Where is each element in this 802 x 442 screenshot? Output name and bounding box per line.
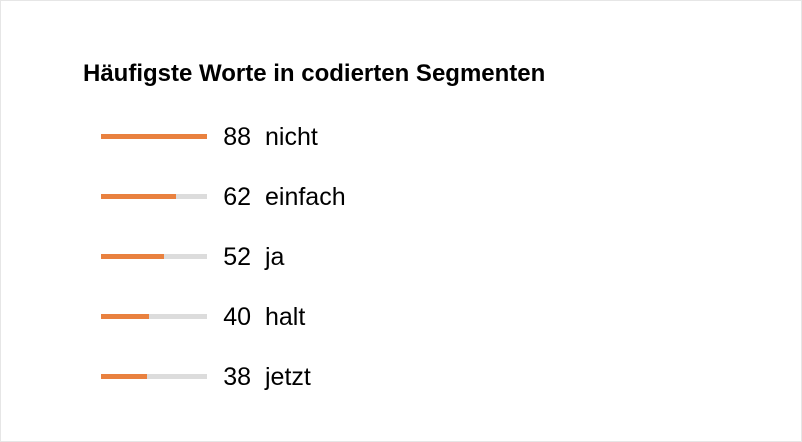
- frequency-bar-fill: [101, 254, 164, 259]
- frequency-bar-track: [101, 374, 207, 379]
- list-item: 52 ja: [101, 242, 501, 272]
- list-item: 88 nicht: [101, 122, 501, 152]
- frequency-bar-track: [101, 254, 207, 259]
- frequency-bar-track: [101, 194, 207, 199]
- list-item: 38 jetzt: [101, 362, 501, 392]
- frequency-bar-track: [101, 314, 207, 319]
- word-count: 88: [223, 123, 251, 151]
- word-label: nicht: [265, 123, 318, 151]
- word-count: 40: [223, 303, 251, 331]
- frequency-bar-track: [101, 134, 207, 139]
- word-count: 38: [223, 363, 251, 391]
- frequency-bar-fill: [101, 194, 176, 199]
- list-item: 62 einfach: [101, 182, 501, 212]
- frequency-bar-fill: [101, 314, 150, 319]
- frequency-bar-fill: [101, 134, 207, 139]
- word-count: 62: [223, 183, 251, 211]
- card-title: Häufigste Worte in codierten Segmenten: [83, 60, 546, 87]
- word-label: ja: [265, 243, 285, 271]
- word-label: einfach: [265, 183, 346, 211]
- word-label: jetzt: [265, 363, 311, 391]
- frequency-bar-fill: [101, 374, 147, 379]
- word-label: halt: [265, 303, 306, 331]
- list-item: 40 halt: [101, 302, 501, 332]
- word-count: 52: [223, 243, 251, 271]
